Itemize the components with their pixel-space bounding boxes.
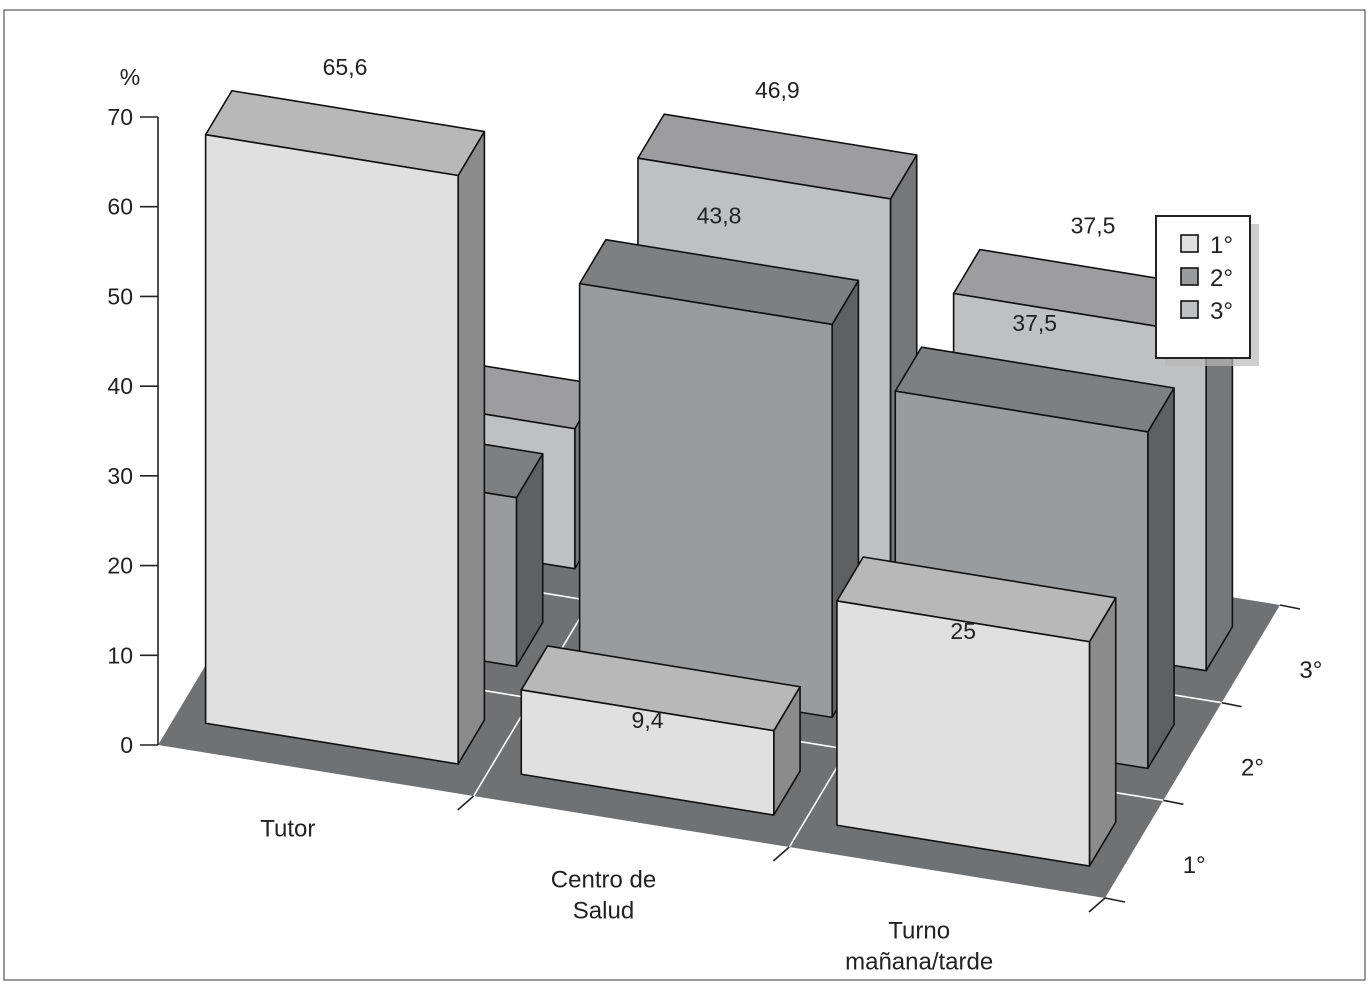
y-axis-unit-label: % (120, 64, 140, 90)
bar-side (1088, 597, 1117, 867)
depth-tick (1279, 604, 1301, 610)
bar-value-label: 25 (950, 618, 976, 644)
y-axis-ticks: 0 10 20 30 40 50 60 70 (107, 104, 158, 758)
bar-1-3: 25 (836, 556, 1117, 867)
bar-value-label: 9,4 (632, 707, 664, 733)
y-tick-label: 50 (107, 283, 133, 309)
bar-side (1147, 387, 1175, 770)
category-label: Tutor (260, 816, 315, 843)
y-tick-label: 60 (107, 194, 133, 220)
legend: 1° 2° 3° (1155, 215, 1259, 366)
legend-label: 1° (1210, 232, 1233, 259)
legend-swatch (1180, 300, 1199, 319)
bar-value-label: 37,5 (1071, 213, 1116, 239)
category-labels: Tutor Centro de Salud Turno mañana/tarde (260, 816, 993, 976)
bar-2-2: 43,8 (578, 203, 860, 719)
bar-front (836, 600, 1091, 867)
y-tick-label: 30 (107, 463, 133, 489)
depth-tick (1104, 897, 1126, 903)
depth-label: 3° (1299, 657, 1322, 684)
category-tick (772, 846, 790, 862)
y-tick-label: 10 (107, 642, 133, 668)
legend-box (1155, 215, 1251, 359)
bar-value-label: 37,5 (1012, 310, 1057, 336)
y-tick-label: 70 (107, 104, 133, 130)
bar-value-label: 43,8 (697, 203, 742, 229)
bar-value-label: 65,6 (323, 54, 368, 80)
legend-items: 1° 2° 3° (1180, 232, 1233, 325)
bar-value-label: 46,9 (755, 77, 800, 103)
y-tick-label: 40 (107, 373, 133, 399)
depth-label: 1° (1183, 852, 1206, 879)
category-tick (1088, 897, 1106, 913)
y-tick-label: 0 (120, 732, 133, 758)
bar-front (520, 689, 775, 816)
bar-front (204, 133, 459, 765)
category-label: Turno mañana/tarde (845, 918, 993, 976)
bar-side (457, 130, 486, 765)
depth-tick (1221, 701, 1242, 708)
y-tick-label: 20 (107, 553, 133, 579)
legend-swatch (1180, 267, 1199, 286)
category-label: Centro de Salud (551, 867, 656, 925)
legend-label: 3° (1210, 298, 1233, 325)
depth-label: 2° (1241, 755, 1264, 782)
bar-1-2: 9,4 (520, 645, 801, 816)
bar-1-1: 65,6 (204, 54, 486, 765)
legend-label: 2° (1210, 265, 1233, 292)
y-axis: % 0 10 20 30 40 50 60 70 (107, 64, 159, 758)
depth-labels: 1° 2° 3° (1183, 657, 1323, 879)
depth-tick (1163, 799, 1184, 806)
legend-swatch (1180, 234, 1199, 253)
bar-front (578, 282, 833, 719)
category-tick (457, 795, 475, 811)
